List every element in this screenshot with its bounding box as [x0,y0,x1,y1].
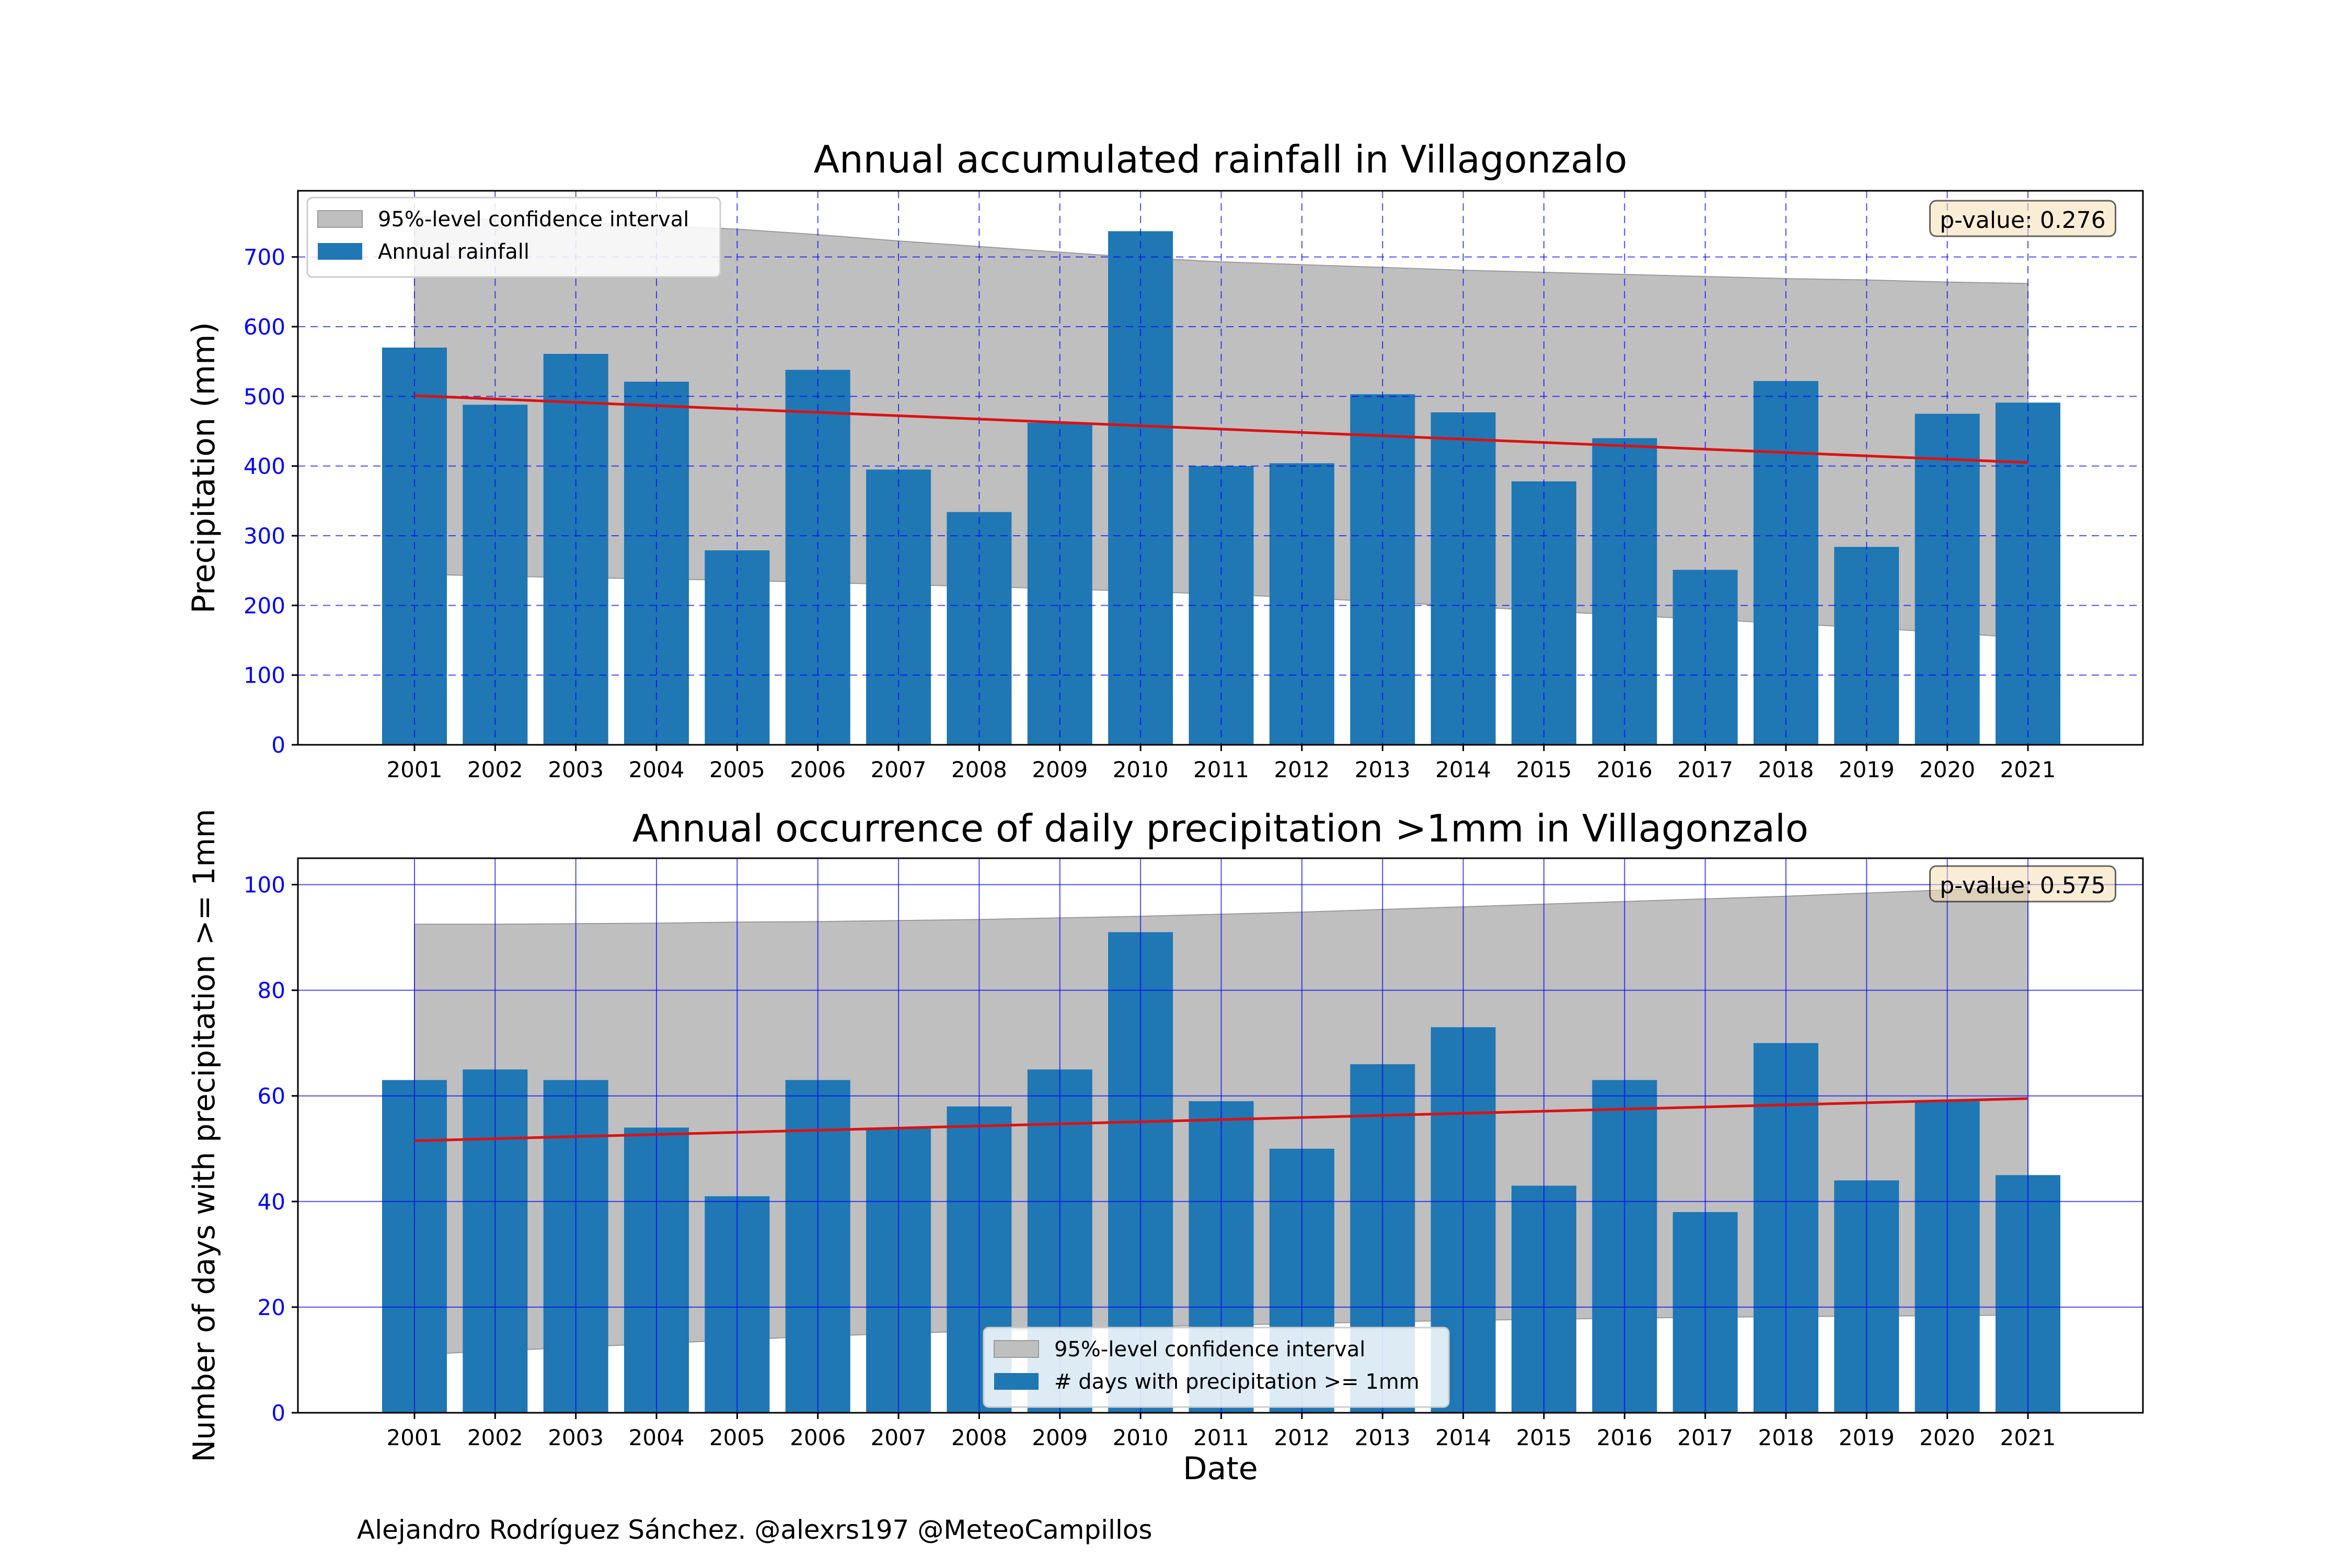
y-tick-label: 400 [244,454,285,479]
legend-entry-bars-swatch [994,1373,1039,1390]
y-axis-label: Number of days with precipitation >= 1mm [187,809,222,1462]
author-caption: Alejandro Rodríguez Sánchez. @alexrs197 … [357,1515,1152,1545]
y-axis-label: Precipitation (mm) [186,322,222,614]
x-tick-label: 2003 [548,757,604,782]
x-tick-label: 2001 [387,757,443,782]
legend-entry-confidence-swatch [994,1340,1039,1358]
legend: 95%-level confidence interval Annual rain… [306,197,721,278]
x-tick-label: 2015 [1516,757,1572,782]
bar-2015 [1511,481,1576,745]
x-tick-label: 2006 [790,1425,846,1450]
x-tick-label: 2011 [1193,1425,1249,1450]
x-tick-label: 2001 [387,1425,443,1450]
x-tick-label: 2002 [467,757,523,782]
y-tick-label: 40 [258,1189,285,1215]
x-tick-label: 2014 [1435,1425,1491,1450]
x-tick-label: 2007 [871,1425,927,1450]
x-tick-label: 2021 [2000,1425,2056,1450]
x-tick-label: 2011 [1193,757,1249,782]
p-value-label: p-value: 0.276 [1940,207,2106,234]
legend-entry-bars-swatch [318,243,362,260]
legend: 95%-level confidence interval # days with… [983,1327,1450,1408]
trend-line [414,1097,2028,1143]
y-tick-label: 0 [271,732,285,758]
y-tick-label: 100 [244,872,285,898]
p-value-label: p-value: 0.575 [1940,872,2106,899]
x-tick-label: 2020 [1919,1425,1975,1450]
x-tick-label: 2009 [1032,1425,1088,1450]
chart-title: Annual occurrence of daily precipitation… [632,806,1808,850]
x-tick-label: 2008 [951,1425,1007,1450]
x-tick-label: 2016 [1597,757,1653,782]
y-tick-label: 0 [271,1400,285,1426]
x-tick-label: 2012 [1274,757,1330,782]
x-tick-label: 2004 [629,757,685,782]
x-tick-label: 2019 [1839,757,1895,782]
chart-1: Annual accumulated rainfall in Villagonz… [186,137,2144,782]
x-tick-label: 2018 [1758,1425,1814,1450]
legend-entry-confidence-label: 95%-level confidence interval [378,207,689,232]
x-tick-label: 2006 [790,757,846,782]
y-tick-label: 80 [258,978,285,1004]
legend-entry-bars-label: Annual rainfall [378,240,529,264]
x-tick-label: 2013 [1355,757,1411,782]
x-tick-label: 2016 [1597,1425,1653,1450]
x-tick-label: 2017 [1677,1425,1733,1450]
legend-box [306,197,721,278]
legend-entry-confidence-swatch [317,210,363,228]
x-tick-label: 2003 [548,1425,604,1450]
y-tick-label: 700 [244,245,285,270]
legend-box [983,1327,1450,1408]
x-tick-label: 2005 [709,1425,765,1450]
x-tick-label: 2010 [1113,757,1169,782]
x-tick-label: 2021 [2000,757,2056,782]
legend-entry-confidence-label: 95%-level confidence interval [1054,1338,1365,1362]
y-tick-label: 200 [244,593,285,618]
x-tick-label: 2004 [629,1425,685,1450]
trend-line [414,394,2028,464]
x-tick-label: 2008 [951,757,1007,782]
chart-2: Annual occurrence of daily precipitation… [187,806,2144,1487]
x-tick-label: 2020 [1919,757,1975,782]
y-tick-label: 100 [244,663,285,688]
x-tick-label: 2015 [1516,1425,1572,1450]
x-tick-label: 2017 [1677,757,1733,782]
x-tick-label: 2005 [709,757,765,782]
p-value-box [1929,865,2116,903]
y-tick-label: 600 [244,314,285,340]
legend-entry-bars-label: # days with precipitation >= 1mm [1054,1370,1420,1394]
x-tick-label: 2009 [1032,757,1088,782]
x-tick-label: 2002 [467,1425,523,1450]
y-tick-label: 300 [244,523,285,549]
chart-title: Annual accumulated rainfall in Villagonz… [814,137,1628,181]
p-value-box [1929,200,2116,237]
x-tick-label: 2007 [871,757,927,782]
y-tick-label: 60 [258,1083,285,1109]
x-tick-label: 2010 [1113,1425,1169,1450]
y-tick-label: 20 [258,1295,285,1320]
y-tick-label: 500 [244,384,285,409]
x-tick-label: 2014 [1435,757,1491,782]
x-axis-label: Date [1183,1450,1258,1487]
x-tick-label: 2018 [1758,757,1814,782]
x-tick-label: 2013 [1355,1425,1411,1450]
x-tick-label: 2019 [1839,1425,1895,1450]
x-tick-label: 2012 [1274,1425,1330,1450]
